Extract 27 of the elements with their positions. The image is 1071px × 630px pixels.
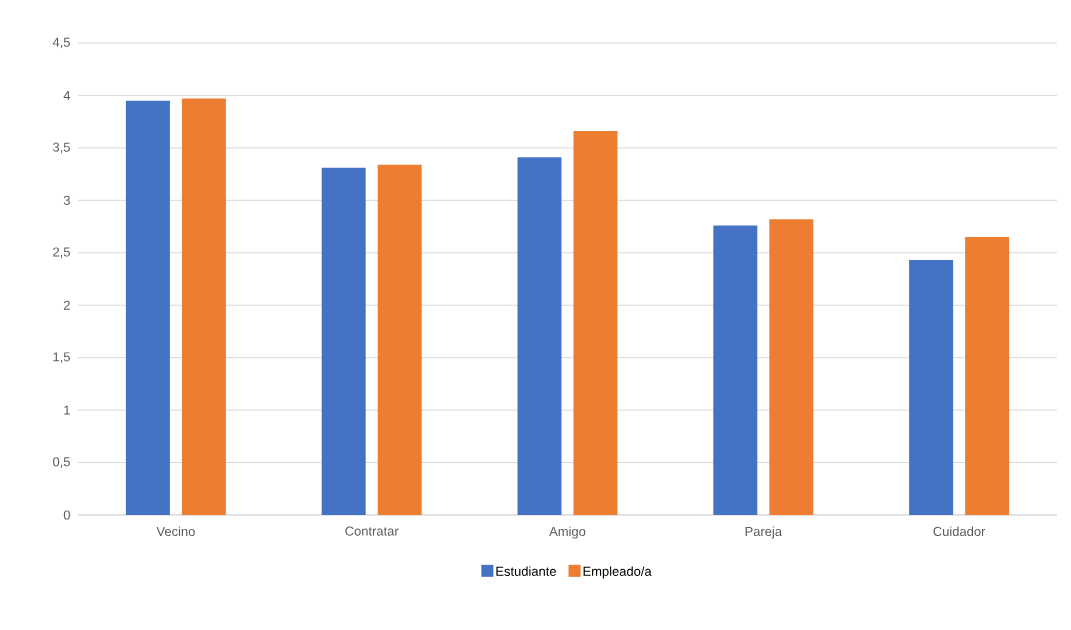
- bar: [769, 219, 814, 515]
- legend-label: Empleado/a: [583, 566, 652, 579]
- y-tick-label: 4,5: [52, 37, 70, 49]
- bar: [377, 164, 422, 515]
- bar: [181, 98, 226, 515]
- bar: [573, 131, 618, 515]
- y-tick-label: 1,5: [53, 352, 70, 363]
- y-tick-label: 1: [64, 405, 70, 415]
- bar: [321, 167, 366, 515]
- bar: [909, 260, 954, 515]
- y-tick-label: 2: [63, 300, 70, 310]
- x-tick-label: Vecino: [156, 526, 195, 537]
- y-tick-label: 0: [63, 510, 70, 520]
- y-tick-label: 4: [63, 90, 71, 100]
- bar: [517, 157, 562, 515]
- y-tick-label: 0,5: [52, 457, 70, 468]
- bar: [965, 237, 1010, 515]
- x-tick-label: Amigo: [549, 526, 586, 539]
- x-tick-label: Cuidador: [933, 526, 986, 537]
- legend-label: Estudiante: [496, 566, 556, 576]
- x-tick-label: Contratar: [345, 526, 399, 536]
- x-tick-label: Pareja: [745, 526, 783, 539]
- y-tick-label: 2,5: [53, 247, 70, 259]
- bar: [713, 225, 758, 515]
- y-tick-label: 3: [63, 195, 70, 205]
- y-tick-label: 3,5: [52, 142, 70, 154]
- bar: [125, 100, 170, 515]
